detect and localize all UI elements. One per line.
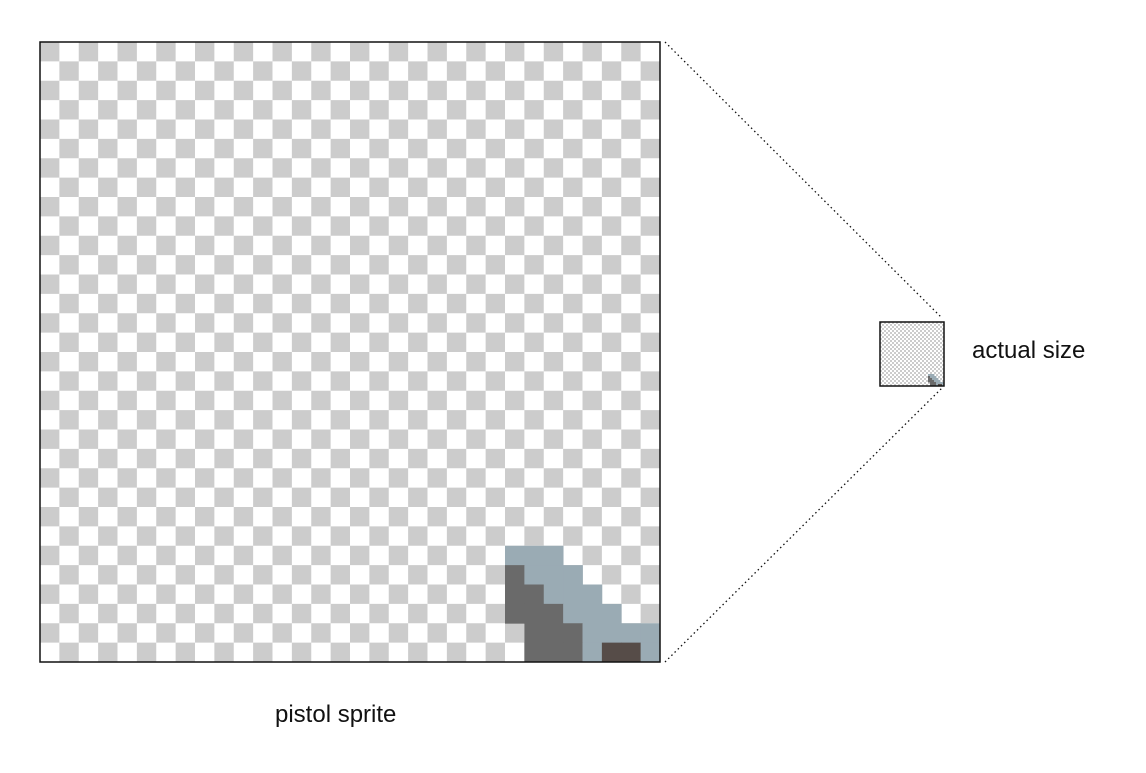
actual-size-pixel-shadow bbox=[930, 380, 933, 383]
actual-size-pixel-steel bbox=[932, 376, 935, 379]
enlarged-pixel-steel bbox=[640, 623, 661, 644]
enlarged-pixel-shadow bbox=[505, 603, 525, 624]
actual-size-pixel-steel bbox=[936, 380, 939, 383]
enlarged-pixel-shadow bbox=[505, 584, 525, 605]
enlarged-pixel-steel bbox=[621, 623, 642, 644]
zoom-connector-top bbox=[664, 41, 943, 319]
enlarged-pixel-steel bbox=[582, 584, 603, 605]
enlarged-pixel-shadow bbox=[543, 623, 564, 644]
enlarged-pixel-steel bbox=[582, 642, 603, 663]
actual-size-sprite bbox=[879, 321, 945, 387]
enlarged-pixel-steel bbox=[543, 545, 564, 566]
enlarged-pixel-steel bbox=[582, 623, 603, 644]
enlarged-pixel-shadow bbox=[524, 642, 545, 663]
actual-size-pixel-shadow bbox=[934, 382, 937, 385]
enlarged-pixel-steel bbox=[582, 603, 603, 624]
enlarged-pixel-shadow bbox=[524, 603, 545, 624]
actual-size-pixel-steel bbox=[930, 374, 933, 377]
enlarged-pixel-steel bbox=[505, 545, 525, 566]
enlarged-pixel-steel bbox=[524, 545, 545, 566]
enlarged-pixel-shadow bbox=[563, 642, 583, 663]
enlarged-pixel-shadow bbox=[543, 642, 564, 663]
actual-size-pixel-shadow bbox=[928, 378, 931, 381]
actual-size-pixel-steel bbox=[938, 382, 941, 385]
enlarged-pixel-steel bbox=[524, 565, 545, 585]
actual-size-pixel-steel bbox=[934, 380, 937, 383]
enlarged-pixel-grip bbox=[601, 642, 622, 663]
enlarged-pixel-steel bbox=[543, 584, 564, 605]
actual-size-frame bbox=[879, 321, 945, 387]
enlarged-pixel-steel bbox=[563, 603, 583, 624]
enlarged-sprite bbox=[39, 41, 661, 663]
actual-size-pixel-steel bbox=[942, 384, 945, 387]
actual-size-pixel-steel bbox=[936, 384, 939, 387]
enlarged-sprite-caption: pistol sprite bbox=[275, 701, 397, 728]
enlarged-pixel-shadow bbox=[505, 565, 525, 585]
actual-size-pixel-steel bbox=[934, 376, 937, 379]
enlarged-pixel-shadow bbox=[524, 584, 545, 605]
enlarged-pixel-steel bbox=[543, 565, 564, 585]
enlarged-pixel-steel bbox=[601, 623, 622, 644]
actual-size-pixel-shadow bbox=[930, 384, 933, 387]
actual-size-pixel-steel bbox=[932, 378, 935, 381]
actual-size-pixel-steel bbox=[940, 382, 943, 385]
enlarged-pixel-shadow bbox=[543, 603, 564, 624]
actual-size-pixel-shadow bbox=[934, 384, 937, 387]
actual-size-pixel-steel bbox=[930, 376, 933, 379]
actual-size-pixel-shadow bbox=[930, 378, 933, 381]
actual-size-pixels bbox=[928, 374, 945, 387]
zoom-connector-bottom bbox=[664, 387, 943, 663]
enlarged-pixel-steel bbox=[563, 565, 583, 585]
actual-size-pixel-shadow bbox=[928, 380, 931, 383]
actual-size-pixel-shadow bbox=[932, 382, 935, 385]
actual-size-pixel-steel bbox=[938, 380, 941, 383]
enlarged-sprite-pixels bbox=[505, 545, 661, 663]
enlarged-pixel-steel bbox=[563, 584, 583, 605]
actual-size-pixel-steel bbox=[936, 382, 939, 385]
enlarged-pixel-shadow bbox=[563, 623, 583, 644]
enlarged-pixel-shadow bbox=[524, 623, 545, 644]
actual-size-pixel-shadow bbox=[930, 382, 933, 385]
actual-size-pixel-grip bbox=[940, 384, 943, 387]
enlarged-pixel-steel bbox=[601, 603, 622, 624]
actual-size-pixel-shadow bbox=[928, 376, 931, 379]
actual-size-caption: actual size bbox=[972, 337, 1086, 364]
actual-size-pixel-shadow bbox=[932, 380, 935, 383]
enlarged-sprite-frame bbox=[39, 41, 661, 663]
actual-size-pixel-steel bbox=[928, 374, 931, 377]
actual-size-pixel-steel bbox=[942, 382, 945, 385]
actual-size-pixel-steel bbox=[934, 378, 937, 381]
actual-size-pixel-shadow bbox=[932, 384, 935, 387]
enlarged-pixel-steel bbox=[640, 642, 661, 663]
actual-size-pixel-steel bbox=[932, 374, 935, 377]
enlarged-pixel-grip bbox=[621, 642, 642, 663]
actual-size-pixel-steel bbox=[936, 378, 939, 381]
actual-size-pixel-grip bbox=[938, 384, 941, 387]
